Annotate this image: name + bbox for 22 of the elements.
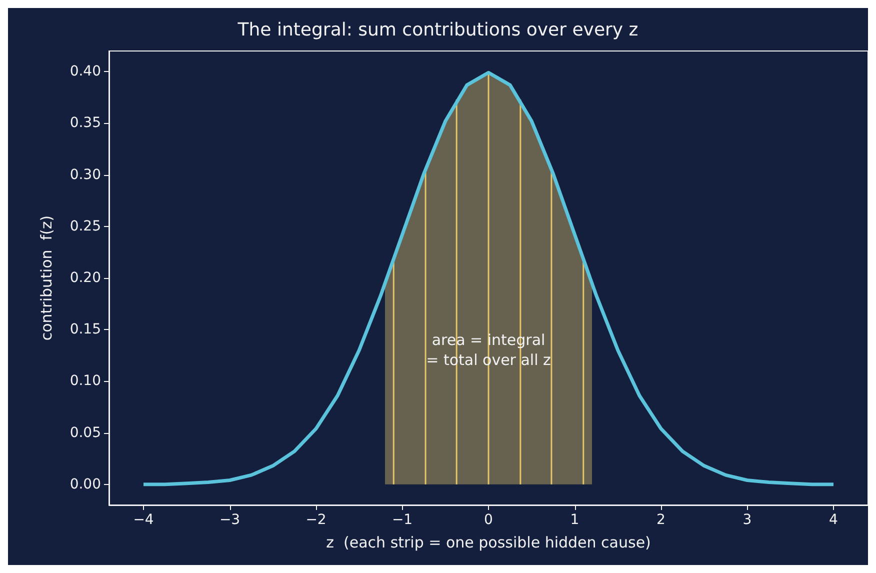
x-tick-label: −4 — [133, 512, 154, 528]
y-tick-label: 0.05 — [70, 424, 101, 441]
x-tick-label: 0 — [484, 512, 493, 528]
y-tick-label: 0.30 — [70, 166, 101, 183]
x-axis-title: z (each strip = one possible hidden cause) — [326, 534, 651, 552]
x-tick-label: −3 — [219, 512, 240, 528]
x-tick-label: 4 — [829, 512, 838, 528]
y-tick-label: 0.15 — [70, 322, 101, 338]
y-tick-label: 0.00 — [70, 476, 101, 492]
y-tick-label: 0.10 — [70, 373, 101, 390]
y-tick-label: 0.25 — [70, 218, 101, 234]
x-tick-label: 2 — [656, 512, 666, 528]
chart-title: The integral: sum contributions over every z — [236, 20, 638, 40]
y-tick-label: 0.40 — [70, 64, 101, 80]
y-tick-label: 0.35 — [70, 115, 101, 132]
y-tick-label: 0.20 — [70, 270, 101, 286]
x-tick-label: 1 — [570, 512, 580, 528]
x-tick-label: −2 — [306, 512, 326, 528]
x-tick-label: −1 — [392, 512, 413, 528]
x-tick-label: 3 — [742, 512, 752, 528]
y-axis-title: contribution f(z) — [38, 215, 56, 341]
line-series — [142, 70, 836, 486]
